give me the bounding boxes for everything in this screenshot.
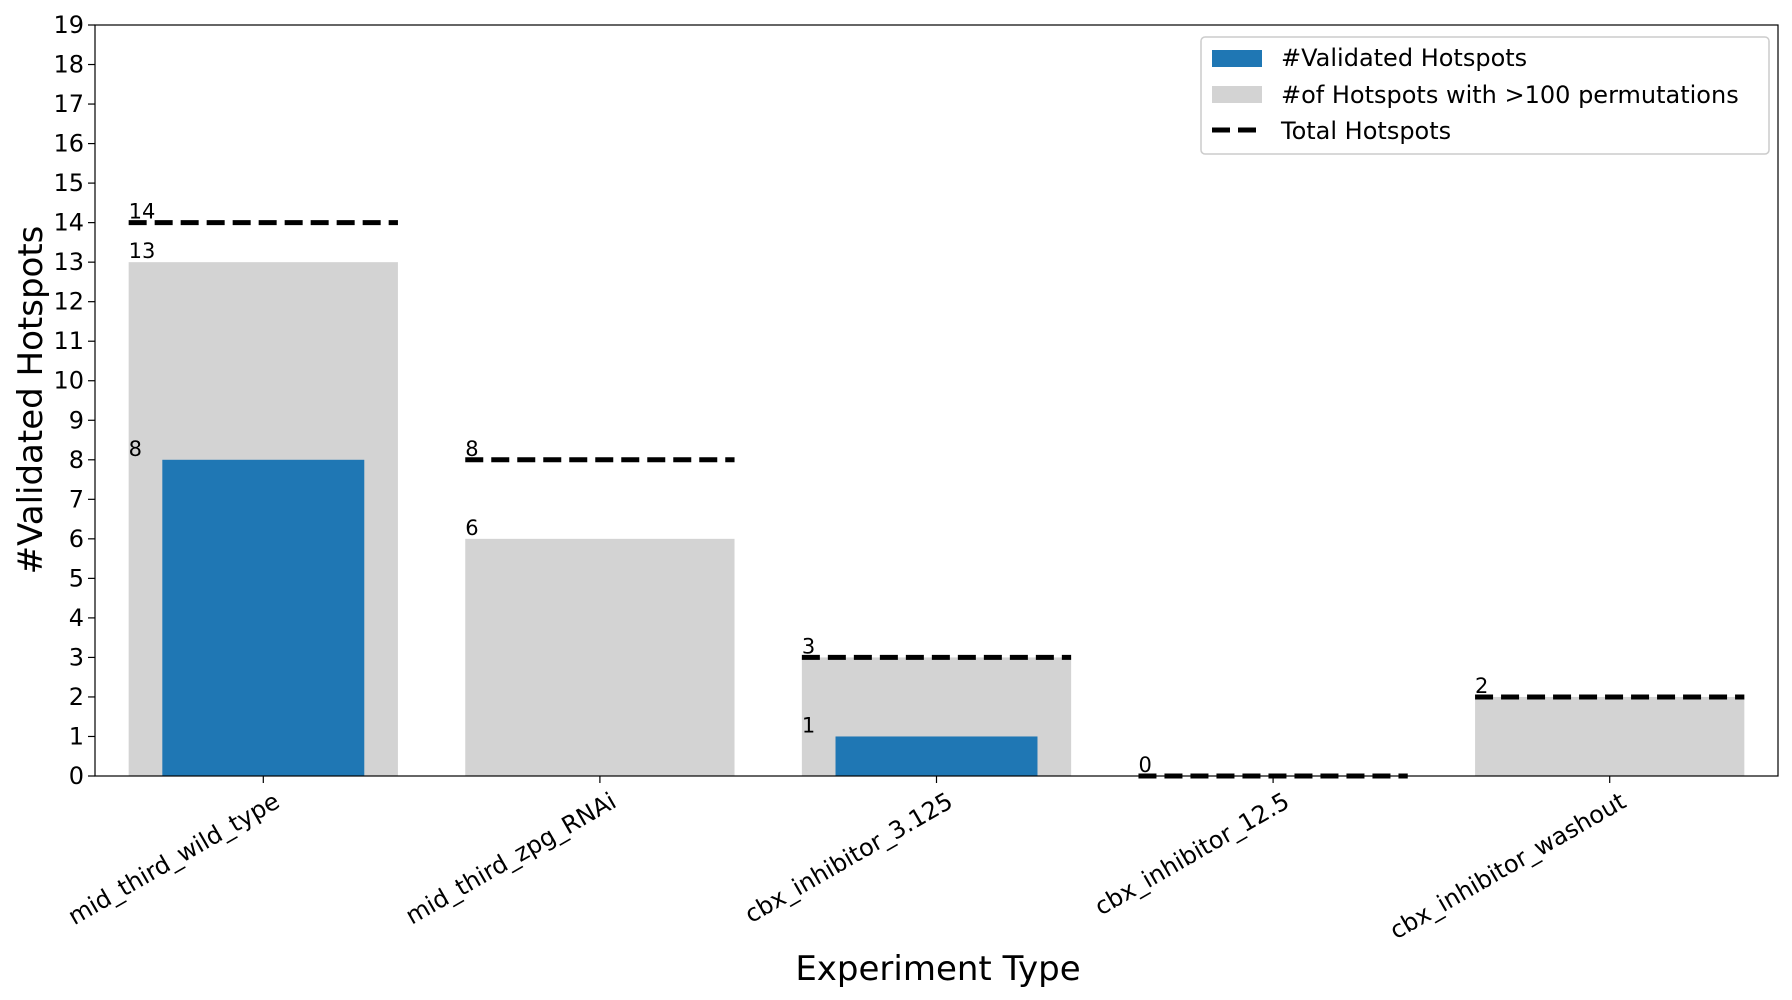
validated-data-label-0: 8 bbox=[129, 437, 142, 461]
y-tick-label-8: 8 bbox=[69, 446, 84, 474]
permutation-data-label-1: 6 bbox=[465, 516, 478, 540]
y-tick-label-17: 17 bbox=[53, 90, 84, 118]
y-tick-label-4: 4 bbox=[69, 604, 84, 632]
validated-bar-2 bbox=[835, 736, 1038, 776]
y-tick-label-12: 12 bbox=[53, 288, 84, 316]
permutation-bar-1 bbox=[465, 538, 735, 776]
total-data-label-2: 3 bbox=[802, 634, 815, 658]
legend-swatch-permutations bbox=[1212, 86, 1262, 103]
legend-label-validated: #Validated Hotspots bbox=[1281, 44, 1527, 72]
validated-bar-0 bbox=[162, 459, 365, 776]
total-data-label-1: 8 bbox=[465, 437, 478, 461]
y-tick-label-6: 6 bbox=[69, 525, 84, 553]
y-tick-label-18: 18 bbox=[53, 51, 84, 79]
y-tick-label-7: 7 bbox=[69, 485, 84, 513]
x-axis-title: Experiment Type bbox=[795, 949, 1080, 989]
y-tick-label-11: 11 bbox=[53, 327, 84, 355]
y-tick-label-3: 3 bbox=[69, 643, 84, 671]
bars-layer: 13 6 8 1 14 8 3 0 2 bbox=[128, 200, 1745, 779]
y-tick-label-2: 2 bbox=[69, 683, 84, 711]
y-tick-label-16: 16 bbox=[53, 130, 84, 158]
permutation-data-label-0: 13 bbox=[129, 239, 156, 263]
total-data-label-4: 2 bbox=[1475, 674, 1488, 698]
y-tick-label-5: 5 bbox=[69, 564, 84, 592]
validated-data-label-2: 1 bbox=[802, 713, 815, 737]
total-data-label-3: 0 bbox=[1138, 753, 1151, 777]
legend-frame bbox=[1200, 36, 1770, 155]
legend-swatch-validated bbox=[1212, 50, 1262, 67]
legend-label-permutations: #of Hotspots with >100 permutations bbox=[1281, 81, 1739, 109]
y-axis-title: #Validated Hotspots bbox=[11, 226, 51, 575]
y-tick-label-14: 14 bbox=[53, 209, 84, 237]
y-tick-label-10: 10 bbox=[53, 367, 84, 395]
legend-label-total: Total Hotspots bbox=[1280, 117, 1451, 145]
permutation-bar-4 bbox=[1475, 696, 1745, 776]
legend: #Validated Hotspots #of Hotspots with >1… bbox=[1200, 36, 1770, 155]
y-tick-label-9: 9 bbox=[69, 406, 84, 434]
y-tick-label-0: 0 bbox=[69, 762, 84, 790]
total-data-label-0: 14 bbox=[129, 200, 156, 224]
y-tick-label-15: 15 bbox=[53, 169, 84, 197]
y-tick-label-19: 19 bbox=[53, 11, 84, 39]
y-tick-label-1: 1 bbox=[69, 722, 84, 750]
y-tick-label-13: 13 bbox=[53, 248, 84, 276]
